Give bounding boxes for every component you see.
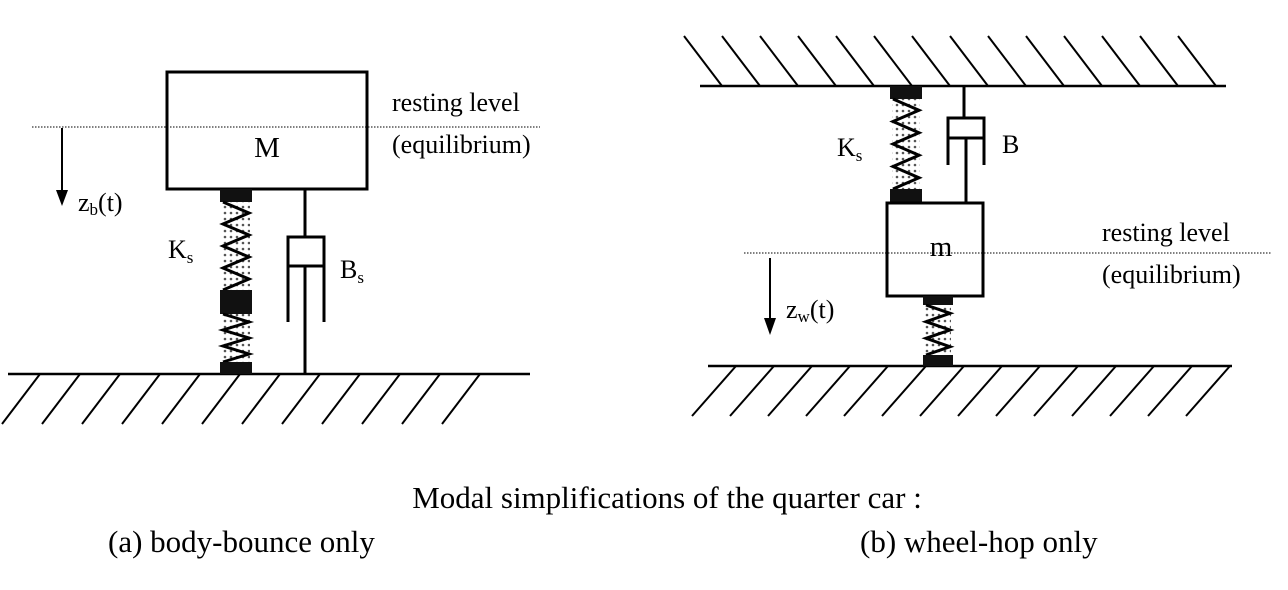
left-displacement-arrow (56, 128, 68, 206)
right-ground-hatch (691, 365, 1231, 417)
left-damper-label: Bs (340, 255, 364, 287)
right-level-label-2: (equilibrium) (1102, 260, 1241, 289)
left-spring (217, 189, 255, 374)
left-disp-label: zb(t) (78, 188, 123, 219)
body-mass-block (165, 70, 369, 191)
caption-title: Modal simplifications of the quarter car… (412, 480, 922, 515)
left-level-label-1: resting level (392, 88, 520, 117)
right-spring-label: Ks (837, 133, 862, 165)
right-ceiling-hatch (683, 35, 1217, 87)
caption-right: (b) wheel-hop only (860, 524, 1098, 559)
left-ground-hatch (1, 373, 481, 425)
left-damper (286, 189, 326, 374)
wheel-mass-label: m (930, 231, 953, 263)
body-bounce-model: M zb(t) Ks Bs resting level (1, 70, 540, 425)
right-damper (946, 86, 986, 203)
left-level-label-2: (equilibrium) (392, 130, 531, 159)
caption-left: (a) body-bounce only (108, 524, 375, 559)
right-disp-label: zw(t) (786, 295, 834, 326)
body-mass-label: M (254, 132, 280, 164)
left-spring-label: Ks (168, 235, 193, 267)
right-displacement-arrow (764, 258, 776, 335)
right-level-label-1: resting level (1102, 218, 1230, 247)
right-damper-label: B (1002, 130, 1019, 159)
right-upper-spring (889, 86, 923, 203)
wheel-hop-model: m Ks B zw(t) resting level (equilibrium) (683, 35, 1272, 417)
right-lower-spring (921, 296, 955, 366)
